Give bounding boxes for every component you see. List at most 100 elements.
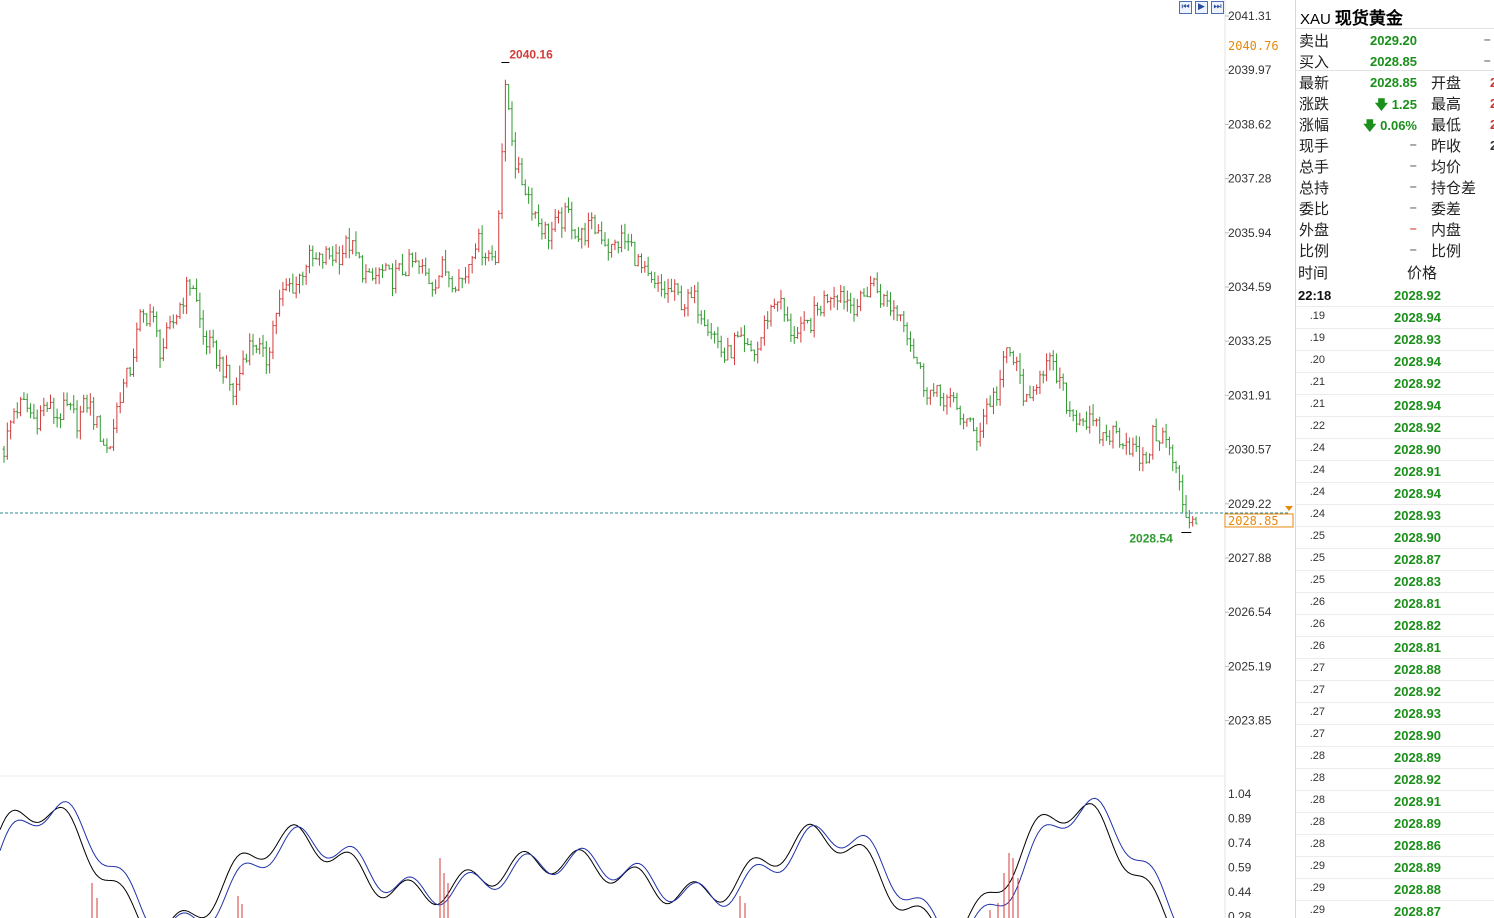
tick-time: .26 [1309,596,1325,608]
ticks-header: 时间 价格 [1296,262,1494,284]
quote-label: 总手 [1299,158,1330,176]
tick-row[interactable]: .28 2028.89 [1296,747,1494,769]
tick-price: 2028.89 [1394,816,1441,831]
tick-row[interactable]: .24 2028.91 [1296,461,1494,483]
quote-row: 最新 2028.85 开盘 2 [1296,71,1494,92]
frame-start-icon[interactable]: ⏮ [1179,1,1192,14]
quote-row: 买入 2028.85 – [1296,50,1494,71]
tick-price: 2028.94 [1394,398,1441,413]
tick-time: .26 [1309,640,1325,652]
quote-dash: – [1409,240,1418,258]
tick-row[interactable]: .27 2028.92 [1296,681,1494,703]
tick-row[interactable]: .28 2028.92 [1296,769,1494,791]
quote-label-2: 委差 [1431,200,1462,218]
tick-row[interactable]: .26 2028.81 [1296,637,1494,659]
quote-value: 2029.20 [1370,33,1417,48]
y-axis-tick: 2035.94 [1228,226,1272,240]
quote-dash: – [1409,177,1418,195]
quote-row: 总手 – 均价 [1296,155,1494,176]
tick-row[interactable]: .28 2028.86 [1296,835,1494,857]
frame-end-icon[interactable]: ⏭ [1211,1,1224,14]
tick-row[interactable]: .19 2028.93 [1296,329,1494,351]
tick-time: .28 [1309,816,1325,828]
tick-price: 2028.82 [1394,618,1441,633]
y-axis-tick: 2039.97 [1228,63,1272,77]
tick-time: .25 [1309,574,1325,586]
tick-row[interactable]: .24 2028.93 [1296,505,1494,527]
low-annotation: 2028.54 [1129,532,1173,546]
tick-row[interactable]: .28 2028.89 [1296,813,1494,835]
tick-price: 2028.87 [1394,552,1441,567]
tick-price: 2028.90 [1394,530,1441,545]
tick-price: 2028.92 [1394,772,1441,787]
chart-canvas[interactable]: 2041.31 2039.97 2038.62 2037.28 2035.94 2034.… [0,0,1295,918]
quote-label-2: 持仓差 [1431,179,1477,197]
indicator-axis-tick: 0.89 [1228,812,1252,826]
y-axis-tick: 2030.57 [1228,443,1272,457]
quote-label-2: 比例 [1431,242,1462,260]
instrument-code: XAU [1300,11,1331,28]
tick-row[interactable]: .27 2028.93 [1296,703,1494,725]
tick-price: 2028.91 [1394,464,1441,479]
quote-label-2: 最低 [1431,116,1462,134]
y-axis-tick: 2027.88 [1228,551,1272,565]
tick-row[interactable]: .26 2028.81 [1296,593,1494,615]
quote-label-2: 昨收 [1431,137,1462,155]
tick-price: 2028.92 [1394,288,1441,303]
tick-row[interactable]: .25 2028.83 [1296,571,1494,593]
tick-price: 2028.87 [1394,904,1441,918]
tick-row[interactable]: .19 2028.94 [1296,307,1494,329]
y-axis-tick: 2038.62 [1228,117,1272,131]
high-annotation: 2040.16 [509,48,553,62]
quote-label-2: 开盘 [1431,74,1462,92]
tick-row[interactable]: .21 2028.92 [1296,373,1494,395]
quote-label: 涨幅 [1299,116,1330,134]
tick-row[interactable]: .29 2028.87 [1296,901,1494,918]
tick-row[interactable]: .25 2028.87 [1296,549,1494,571]
tick-row[interactable]: 22:18 2028.92 [1296,285,1494,307]
tick-time: .27 [1309,684,1325,696]
quote-row: 总持 – 持仓差 [1296,176,1494,197]
tick-time: .29 [1309,882,1325,894]
frame-play-icon[interactable]: ▶ [1195,1,1208,14]
quote-label: 买入 [1299,53,1330,71]
tick-time: .25 [1309,530,1325,542]
quote-row: 比例 – 比例 [1296,239,1494,260]
tick-row[interactable]: .29 2028.88 [1296,879,1494,901]
tick-row[interactable]: .25 2028.90 [1296,527,1494,549]
tick-row[interactable]: .29 2028.89 [1296,857,1494,879]
quote-dash: – [1483,51,1492,69]
quote-dash: – [1409,198,1418,216]
current-price-arrow [1285,505,1293,511]
tick-row[interactable]: .21 2028.94 [1296,395,1494,417]
tick-row[interactable]: .22 2028.92 [1296,417,1494,439]
tick-time: .25 [1309,552,1325,564]
y-axis-tick: 2031.91 [1228,388,1272,402]
price-chart[interactable]: 2041.31 2039.97 2038.62 2037.28 2035.94 2034.… [0,0,1295,918]
tick-row[interactable]: .26 2028.82 [1296,615,1494,637]
tick-row[interactable]: .27 2028.90 [1296,725,1494,747]
tick-row[interactable]: .24 2028.94 [1296,483,1494,505]
tick-row[interactable]: .28 2028.91 [1296,791,1494,813]
tick-row[interactable]: .27 2028.88 [1296,659,1494,681]
quote-value: 2028.85 [1370,75,1417,90]
tick-row[interactable]: .20 2028.94 [1296,351,1494,373]
current-price-label: 2028.85 [1228,514,1279,528]
tick-price: 2028.93 [1394,508,1441,523]
tick-time: .27 [1309,728,1325,740]
tick-time: .28 [1309,838,1325,850]
quote-dash: – [1483,30,1492,48]
indicator-axis-tick: 0.59 [1228,861,1252,875]
quote-divider [1296,70,1494,71]
y-axis-tick: 2025.19 [1228,659,1272,673]
tick-price: 2028.92 [1394,376,1441,391]
ticks-header-price: 价格 [1407,264,1438,282]
current-price-box [1224,513,1294,528]
quote-value-2: 2 [1490,96,1494,111]
tick-time: .28 [1309,750,1325,762]
quote-label: 最新 [1299,74,1330,92]
tick-row[interactable]: .24 2028.90 [1296,439,1494,461]
tick-price: 2028.92 [1394,684,1441,699]
indicator-axis-tick: 0.44 [1228,885,1252,899]
